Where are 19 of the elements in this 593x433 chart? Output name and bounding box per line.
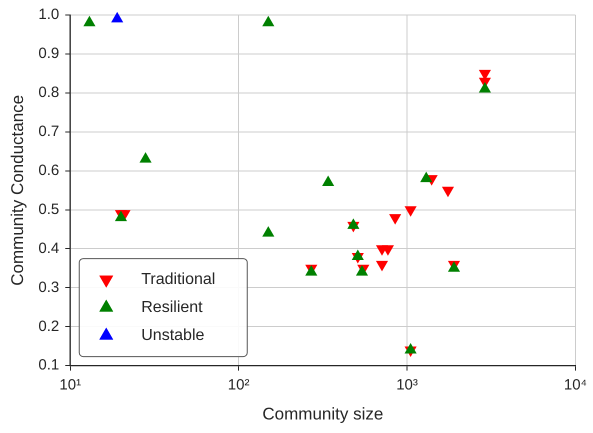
- y-tick-label: 0.8: [38, 84, 60, 102]
- legend-label: Traditional: [141, 271, 216, 288]
- y-tick-label: 0.9: [38, 45, 60, 62]
- y-axis-title: Community Conductance: [8, 94, 27, 286]
- y-tick-label: 0.4: [38, 240, 60, 257]
- y-tick-label: 0.7: [38, 123, 60, 140]
- y-tick-label: 0.5: [38, 200, 60, 218]
- y-tick-label: 1.0: [38, 6, 60, 24]
- y-tick-label: 0.2: [38, 318, 60, 335]
- legend-label: Unstable: [141, 327, 204, 344]
- x-tick-label: 10⁴: [564, 376, 588, 394]
- y-tick-label: 0.1: [38, 356, 60, 374]
- y-tick-label: 0.6: [38, 162, 60, 179]
- y-tick-label: 0.3: [38, 278, 60, 296]
- x-tick-label: 10¹: [59, 376, 82, 394]
- x-axis-title: Community size: [262, 404, 384, 424]
- x-tick-label: 10²: [228, 376, 250, 394]
- legend-label: Resilient: [141, 299, 204, 316]
- x-tick-label: 10³: [396, 376, 418, 394]
